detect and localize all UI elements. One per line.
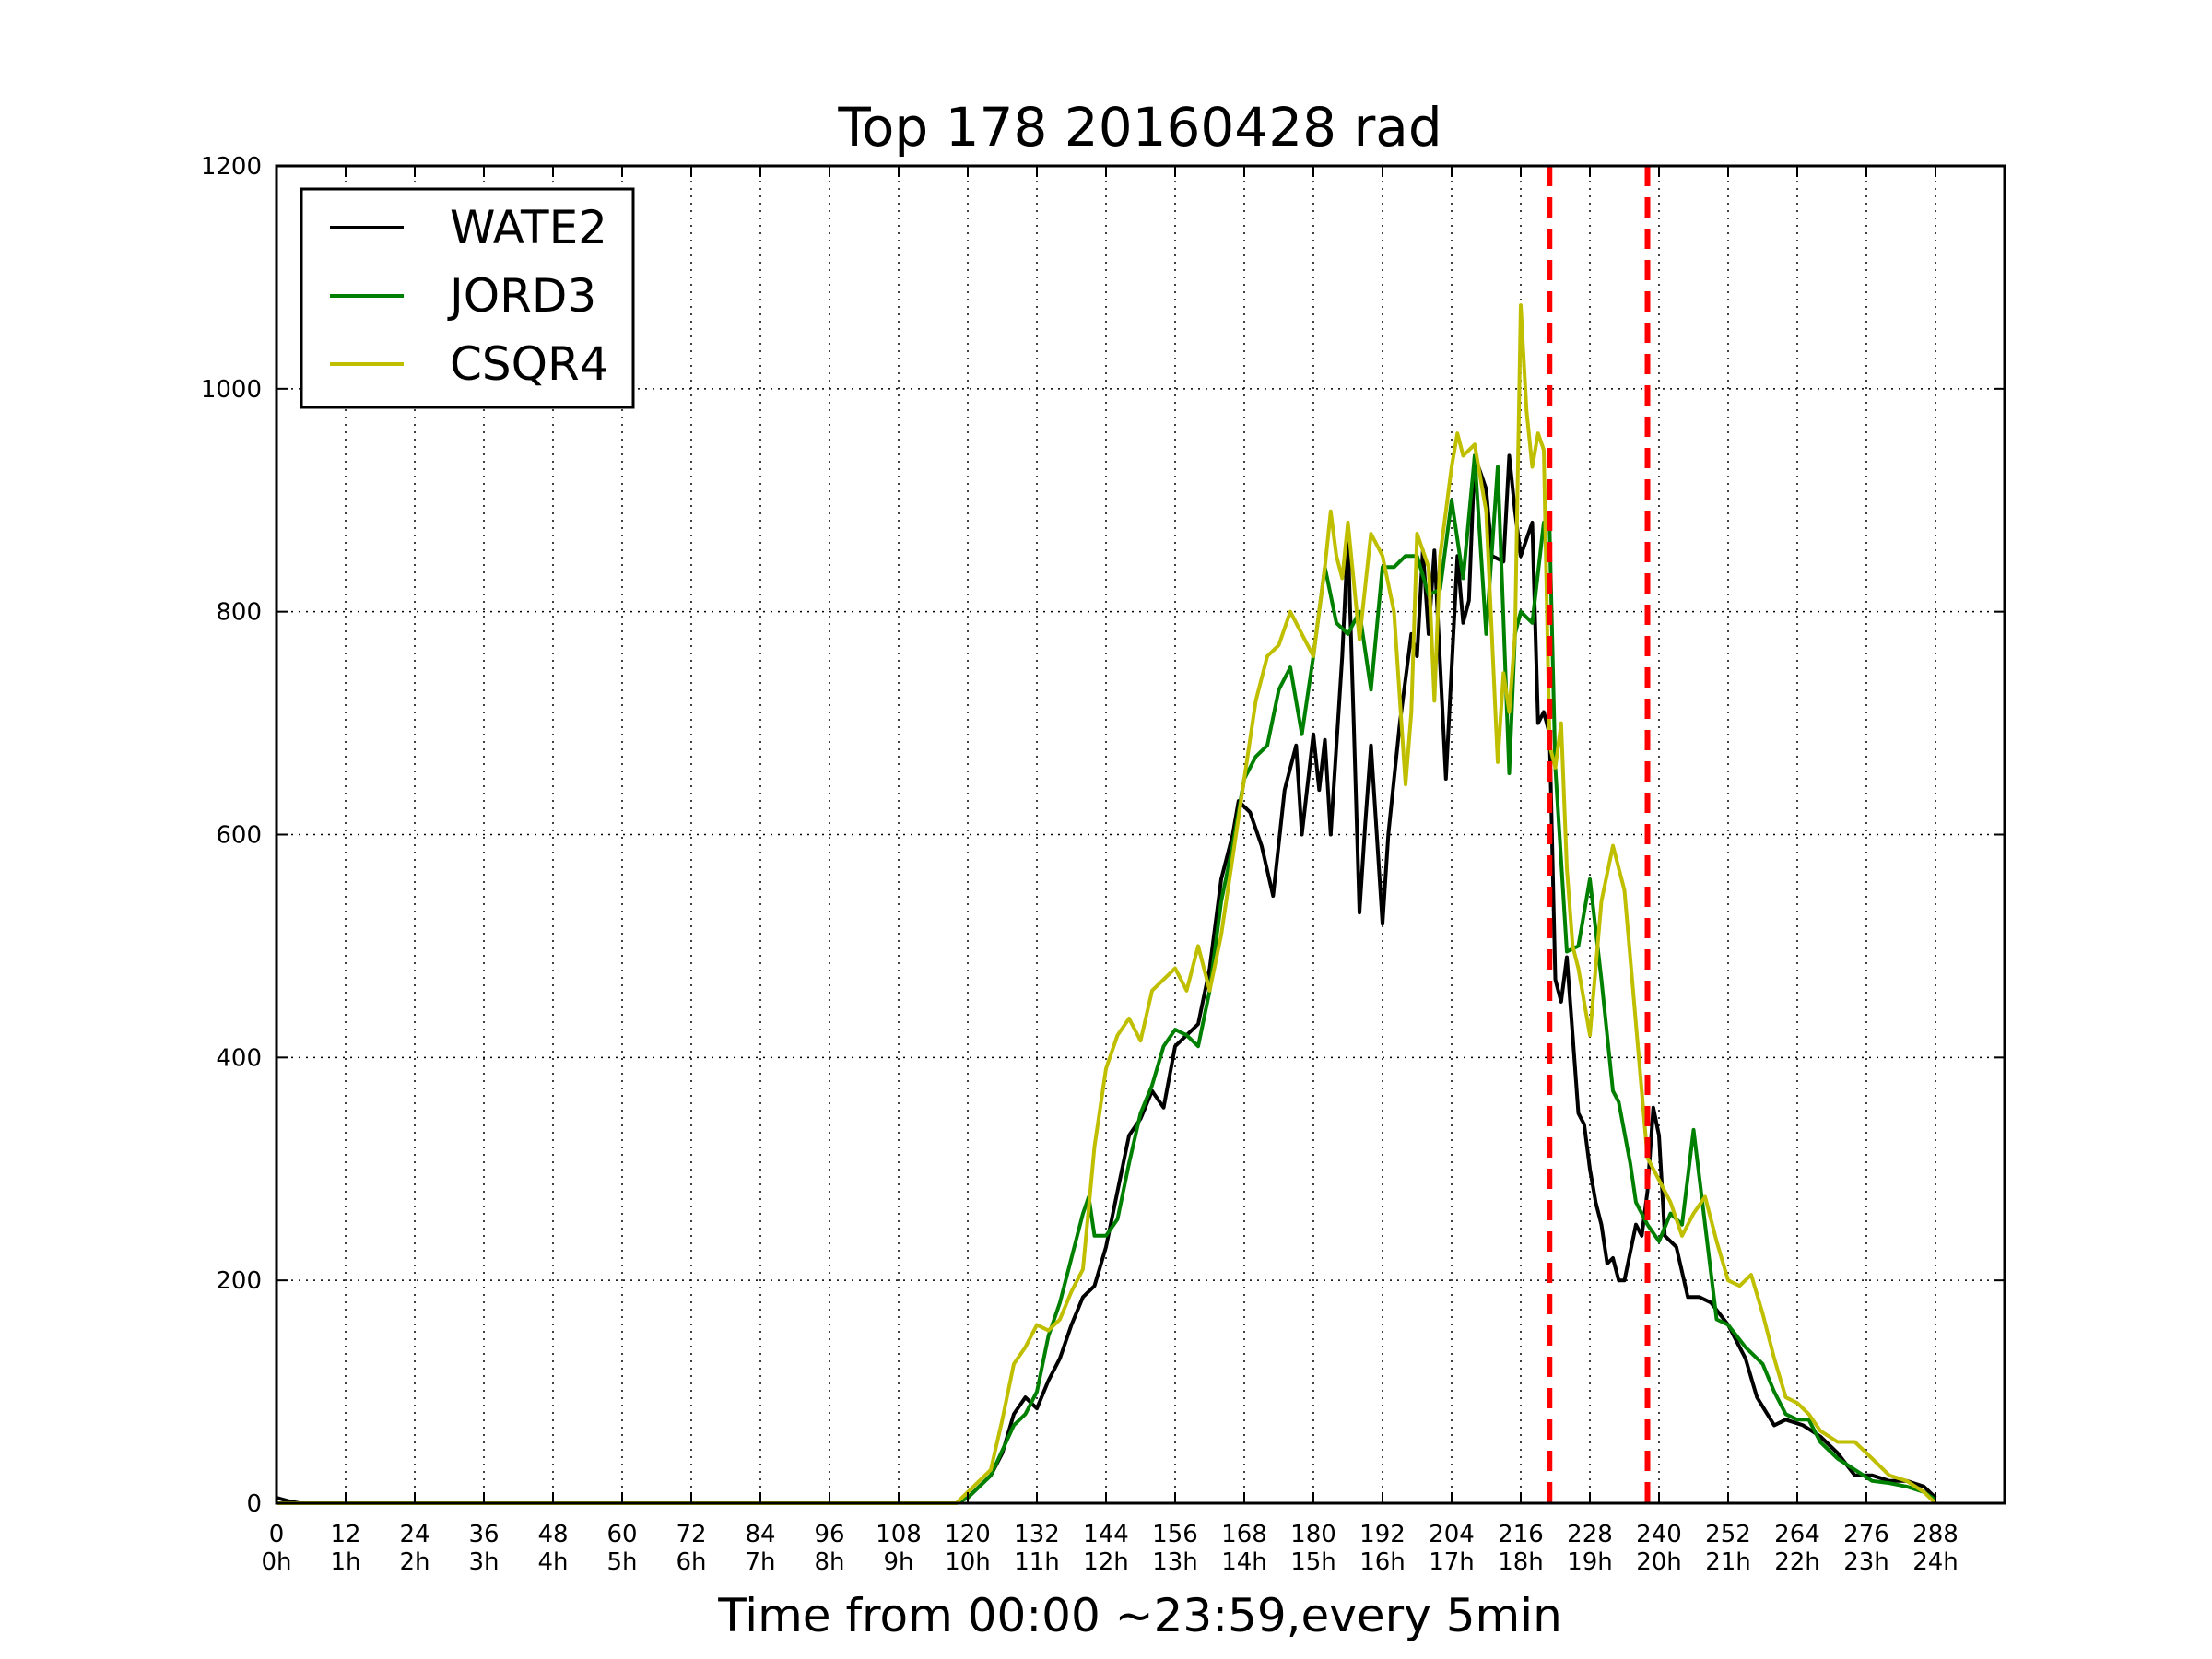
x-tick-hour-label: 17h [1429, 1548, 1475, 1576]
x-tick-label: 180 [1290, 1521, 1336, 1548]
x-tick-hour-label: 13h [1152, 1548, 1198, 1576]
x-axis-label: Time from 00:00 ~23:59,every 5min [717, 1589, 1562, 1642]
x-tick-hour-label: 9h [883, 1548, 913, 1576]
x-tick-label: 12 [330, 1521, 360, 1548]
x-tick-hour-label: 18h [1498, 1548, 1544, 1576]
x-tick-hour-label: 24h [1912, 1548, 1959, 1576]
legend-label-csqr4: CSQR4 [450, 337, 609, 391]
x-tick-hour-label: 2h [399, 1548, 429, 1576]
x-tick-label: 168 [1221, 1521, 1267, 1548]
x-tick-hour-label: 19h [1567, 1548, 1613, 1576]
series-lines [276, 303, 1937, 1505]
legend-label-jord3: JORD3 [447, 269, 596, 323]
x-tick-label: 36 [468, 1521, 499, 1548]
x-tick-label: 60 [606, 1521, 637, 1548]
x-tick-label: 132 [1014, 1521, 1060, 1548]
x-tick-label: 276 [1843, 1521, 1889, 1548]
reference-lines [1547, 166, 1651, 1503]
x-tick-label: 192 [1359, 1521, 1406, 1548]
x-tick-hour-label: 14h [1221, 1548, 1267, 1576]
x-tick-label: 228 [1567, 1521, 1613, 1548]
x-tick-hour-label: 7h [745, 1548, 775, 1576]
x-tick-hour-label: 20h [1636, 1548, 1682, 1576]
x-tick-label: 48 [537, 1521, 568, 1548]
x-tick-label: 84 [745, 1521, 775, 1548]
x-tick-label: 264 [1774, 1521, 1820, 1548]
x-tick-label: 156 [1152, 1521, 1198, 1548]
x-tick-label: 0 [269, 1521, 285, 1548]
x-tick-label: 288 [1912, 1521, 1959, 1548]
x-tick-hour-label: 4h [537, 1548, 568, 1576]
x-tick-label: 240 [1636, 1521, 1682, 1548]
x-tick-label: 24 [399, 1521, 429, 1548]
x-tick-hour-label: 5h [606, 1548, 637, 1576]
x-tick-hour-label: 0h [261, 1548, 291, 1576]
x-tick-label: 120 [945, 1521, 991, 1548]
chart-title: Top 178 20160428 rad [837, 96, 1441, 159]
y-tick-label: 1200 [201, 153, 262, 181]
x-tick-hour-label: 8h [814, 1548, 844, 1576]
x-tick-label: 108 [876, 1521, 922, 1548]
x-tick-hour-label: 16h [1359, 1548, 1406, 1576]
x-tick-hour-label: 21h [1705, 1548, 1751, 1576]
y-tick-label: 1000 [201, 376, 262, 404]
y-tick-label: 800 [216, 599, 262, 627]
legend-box [300, 187, 635, 409]
x-tick-hour-label: 11h [1014, 1548, 1060, 1576]
x-tick-hour-label: 15h [1290, 1548, 1336, 1576]
legend: WATE2 JORD3 CSQR4 [300, 187, 635, 409]
x-tick-hour-label: 23h [1843, 1548, 1889, 1576]
series-line-wate2 [276, 453, 1937, 1505]
x-tick-label: 72 [676, 1521, 706, 1548]
series-line-csqr4 [276, 303, 1937, 1505]
y-tick-label: 400 [216, 1044, 262, 1072]
x-tick-label: 216 [1498, 1521, 1544, 1548]
y-tick-label: 200 [216, 1267, 262, 1295]
x-tick-hour-label: 12h [1083, 1548, 1129, 1576]
legend-label-wate2: WATE2 [450, 201, 607, 254]
x-tick-hour-label: 6h [676, 1548, 706, 1576]
y-axis-ticks: 0 200 400 600 800 1000 1200 [201, 153, 2005, 1518]
x-tick-hour-label: 3h [468, 1548, 499, 1576]
x-tick-label: 204 [1429, 1521, 1475, 1548]
y-tick-label: 0 [246, 1490, 262, 1518]
x-tick-label: 252 [1705, 1521, 1751, 1548]
x-tick-hour-label: 1h [330, 1548, 360, 1576]
x-tick-hour-label: 22h [1774, 1548, 1820, 1576]
y-tick-label: 600 [216, 822, 262, 850]
x-tick-label: 144 [1083, 1521, 1129, 1548]
x-tick-hour-label: 10h [945, 1548, 991, 1576]
x-tick-label: 96 [814, 1521, 844, 1548]
